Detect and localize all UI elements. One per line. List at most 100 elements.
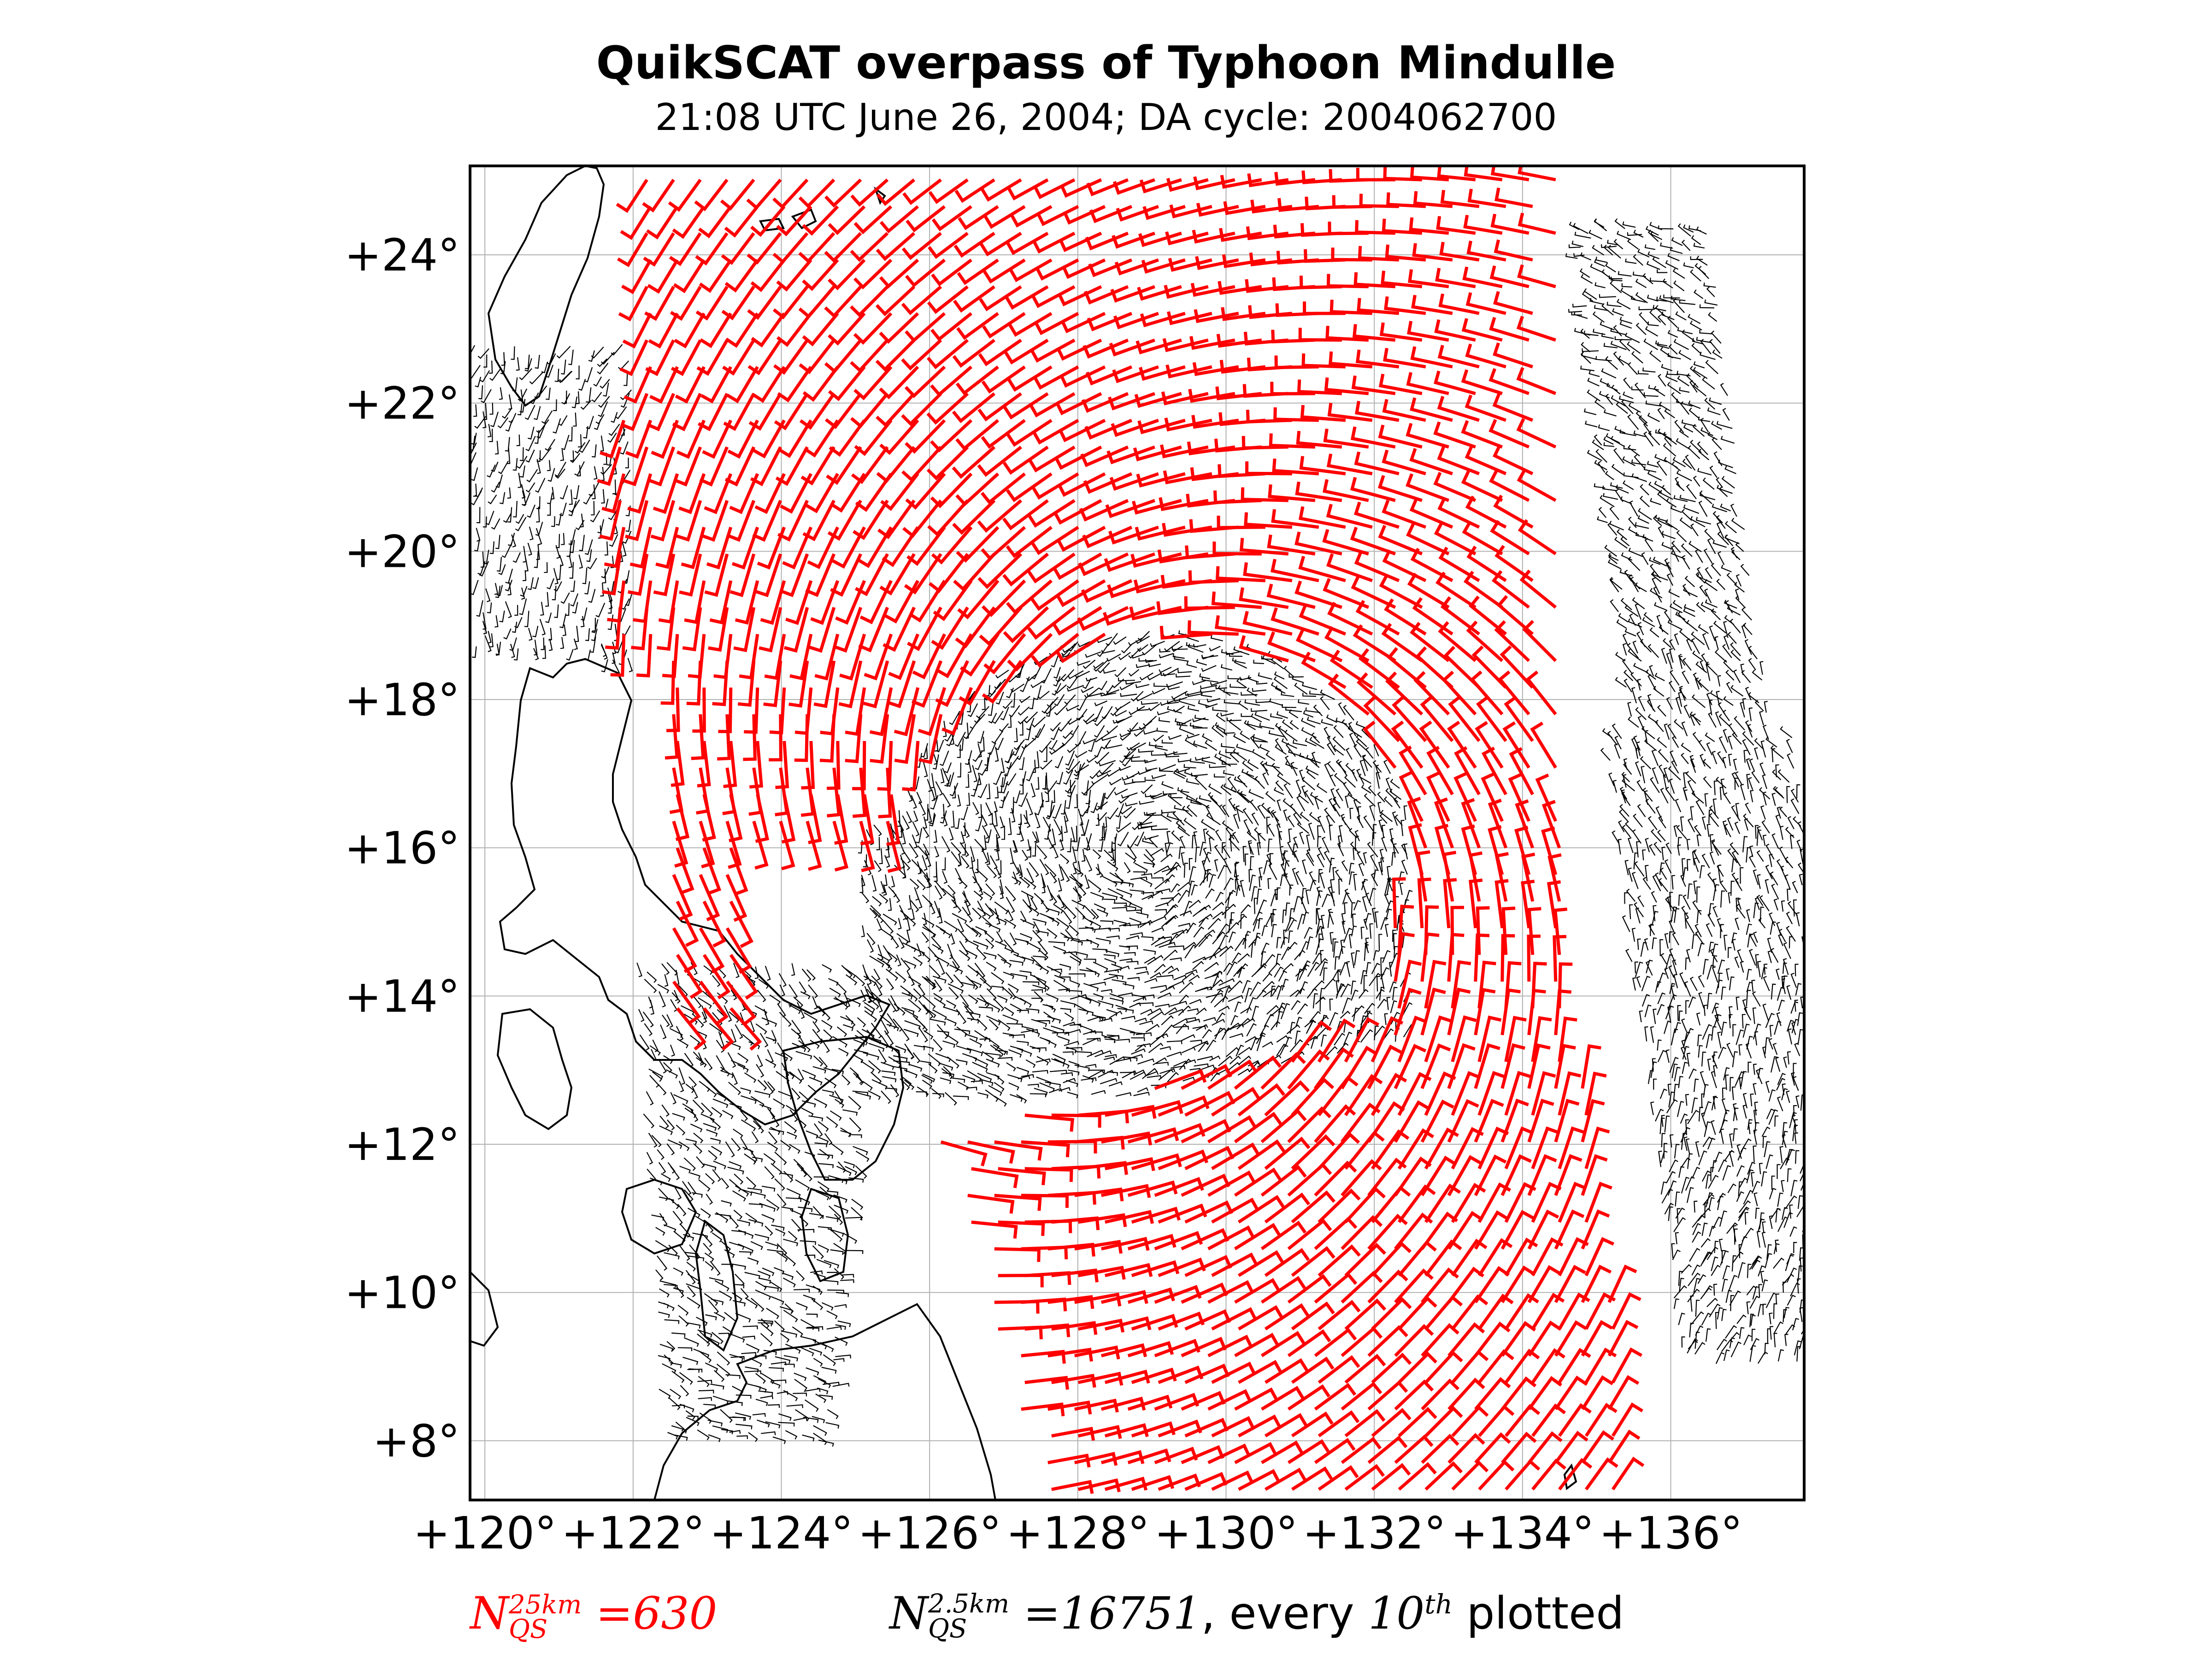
barb-2p5km <box>1613 448 1625 464</box>
barb-2p5km <box>818 1163 834 1168</box>
barb-2p5km <box>476 528 481 542</box>
barb-2p5km <box>1186 661 1197 668</box>
barb-2p5km <box>691 1086 698 1099</box>
barb-2p5km <box>1353 744 1362 758</box>
barb-2p5km <box>1712 511 1723 524</box>
barb-2p5km <box>1006 688 1014 699</box>
barb-2p5km <box>1157 992 1172 999</box>
barb-2p5km <box>1580 328 1590 339</box>
barb-2p5km <box>1677 844 1681 856</box>
barb-2p5km <box>1287 815 1295 828</box>
barb-2p5km <box>704 1293 718 1306</box>
barb-2p5km <box>835 1324 846 1330</box>
barb-2p5km <box>1681 419 1697 427</box>
barb-2p5km <box>1701 653 1708 665</box>
barb-2p5km <box>1329 824 1333 841</box>
barb-2p5km <box>1376 989 1385 999</box>
barb-2p5km <box>1673 280 1685 292</box>
barb-25km <box>1087 312 1133 331</box>
barb-2p5km <box>1673 719 1684 730</box>
barb-2p5km <box>1626 888 1635 902</box>
barb-2p5km <box>1671 760 1679 774</box>
barb-2p5km <box>1729 1133 1733 1148</box>
barb-2p5km <box>1667 253 1680 261</box>
barb-2p5km <box>807 1085 818 1095</box>
barb-2p5km <box>1662 638 1671 648</box>
barb-2p5km <box>1134 863 1148 873</box>
barb-2p5km <box>1645 960 1653 976</box>
barb-25km <box>1032 418 1079 445</box>
barb-2p5km <box>1610 435 1625 447</box>
barb-2p5km <box>1709 805 1719 819</box>
barb-2p5km <box>998 1019 1011 1031</box>
barb-2p5km <box>1693 383 1707 397</box>
barb-2p5km <box>754 1234 770 1241</box>
barb-2p5km <box>823 1280 839 1285</box>
barb-2p5km <box>1775 1239 1779 1252</box>
barb-2p5km <box>958 708 965 725</box>
barb-2p5km <box>482 612 487 630</box>
barb-25km <box>780 473 812 514</box>
barb-2p5km <box>685 1083 695 1094</box>
barb-2p5km <box>1694 263 1706 275</box>
barb-2p5km <box>568 426 573 441</box>
barb-2p5km <box>1721 565 1732 573</box>
barb-2p5km <box>770 1112 780 1128</box>
barb-2p5km <box>1717 1193 1726 1203</box>
barb-2p5km <box>1666 573 1674 586</box>
barb-2p5km <box>1678 653 1686 666</box>
barb-2p5km <box>1711 1256 1718 1271</box>
barb-2p5km <box>1090 892 1104 900</box>
barb-2p5km <box>671 1332 686 1337</box>
barb-2p5km <box>1030 1046 1041 1053</box>
barb-2p5km <box>668 1397 681 1410</box>
barb-25km <box>1137 418 1186 435</box>
barb-2p5km <box>982 835 987 850</box>
barb-2p5km <box>708 1434 721 1442</box>
barb-2p5km <box>1787 888 1791 901</box>
barb-2p5km <box>1068 973 1086 977</box>
barb-2p5km <box>1138 658 1153 662</box>
barb-25km <box>824 232 862 263</box>
barb-2p5km <box>1649 350 1661 363</box>
barb-2p5km <box>1712 1095 1717 1110</box>
barb-2p5km <box>741 1189 753 1196</box>
barb-2p5km <box>1326 814 1331 827</box>
barb-2p5km <box>1117 1008 1134 1014</box>
barb-25km <box>930 312 972 341</box>
barb-2p5km <box>1688 1068 1697 1079</box>
barb-2p5km <box>700 1208 711 1218</box>
barb-2p5km <box>836 1165 852 1176</box>
barb-2p5km <box>804 1151 815 1159</box>
barb-2p5km <box>1000 758 1005 773</box>
barb-2p5km <box>817 1181 830 1192</box>
barb-2p5km <box>568 529 576 546</box>
barb-2p5km <box>1686 839 1690 850</box>
barb-2p5km <box>1792 1318 1799 1330</box>
barb-2p5km <box>560 592 570 604</box>
barb-2p5km <box>1290 762 1298 776</box>
barb-2p5km <box>1589 298 1604 305</box>
barb-2p5km <box>845 1015 856 1028</box>
barb-2p5km <box>848 1095 862 1110</box>
barb-2p5km <box>1738 1044 1742 1056</box>
barb-2p5km <box>1325 1046 1338 1057</box>
barb-2p5km <box>783 1069 795 1079</box>
barb-2p5km <box>1697 942 1705 957</box>
barb-25km <box>601 473 626 514</box>
barb-2p5km <box>748 1432 758 1442</box>
barb-2p5km <box>1275 723 1286 733</box>
barb-2p5km <box>1075 907 1086 920</box>
barb-2p5km <box>488 494 497 505</box>
barb-2p5km <box>797 1118 807 1129</box>
barb-25km <box>799 392 835 430</box>
barb-2p5km <box>1385 908 1392 921</box>
barb-2p5km <box>969 1038 982 1048</box>
barb-2p5km <box>1244 934 1249 949</box>
barb-2p5km <box>842 1232 858 1244</box>
barb-2p5km <box>846 997 861 1007</box>
barb-2p5km <box>698 1179 711 1192</box>
barb-2p5km <box>1353 799 1359 813</box>
barb-2p5km <box>1381 836 1388 852</box>
barb-2p5km <box>1301 859 1307 875</box>
